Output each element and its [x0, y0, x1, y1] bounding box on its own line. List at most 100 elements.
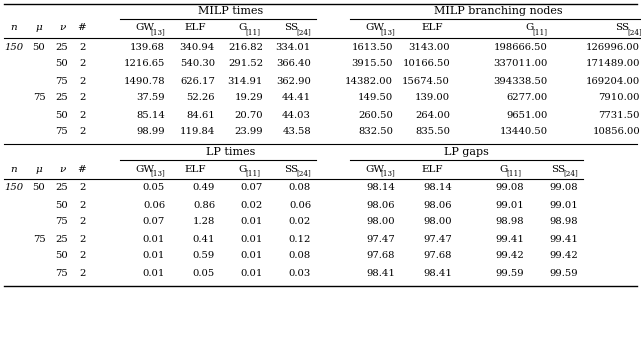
- Text: 835.50: 835.50: [415, 128, 450, 137]
- Text: [24]: [24]: [297, 169, 312, 177]
- Text: GW: GW: [365, 23, 385, 32]
- Text: n: n: [11, 164, 17, 173]
- Text: 98.99: 98.99: [137, 128, 165, 137]
- Text: 98.41: 98.41: [423, 269, 452, 278]
- Text: GW: GW: [365, 164, 385, 173]
- Text: 25: 25: [56, 94, 69, 103]
- Text: 337011.00: 337011.00: [494, 60, 548, 68]
- Text: 0.05: 0.05: [143, 183, 165, 193]
- Text: 0.01: 0.01: [143, 269, 165, 278]
- Text: 0.07: 0.07: [241, 183, 263, 193]
- Text: ν: ν: [59, 23, 65, 32]
- Text: 2: 2: [79, 235, 85, 244]
- Text: 37.59: 37.59: [137, 94, 165, 103]
- Text: ELF: ELF: [184, 164, 206, 173]
- Text: [24]: [24]: [563, 169, 578, 177]
- Text: 19.29: 19.29: [234, 94, 263, 103]
- Text: 23.99: 23.99: [235, 128, 263, 137]
- Text: 2: 2: [79, 110, 85, 119]
- Text: 216.82: 216.82: [228, 43, 263, 52]
- Text: SS: SS: [284, 23, 298, 32]
- Text: [11]: [11]: [507, 169, 522, 177]
- Text: 2: 2: [79, 251, 85, 260]
- Text: G: G: [500, 164, 508, 173]
- Text: 626.17: 626.17: [180, 76, 215, 86]
- Text: 98.98: 98.98: [495, 217, 524, 226]
- Text: 169204.00: 169204.00: [586, 76, 640, 86]
- Text: 2: 2: [79, 60, 85, 68]
- Text: #: #: [78, 164, 87, 173]
- Text: ν: ν: [59, 164, 65, 173]
- Text: 99.59: 99.59: [495, 269, 524, 278]
- Text: 1216.65: 1216.65: [124, 60, 165, 68]
- Text: 394338.50: 394338.50: [494, 76, 548, 86]
- Text: 99.42: 99.42: [495, 251, 524, 260]
- Text: 98.14: 98.14: [423, 183, 452, 193]
- Text: 75: 75: [56, 76, 69, 86]
- Text: 198666.50: 198666.50: [494, 43, 548, 52]
- Text: 98.14: 98.14: [366, 183, 395, 193]
- Text: 1613.50: 1613.50: [351, 43, 393, 52]
- Text: 99.01: 99.01: [495, 201, 524, 209]
- Text: 260.50: 260.50: [358, 110, 393, 119]
- Text: ELF: ELF: [421, 164, 443, 173]
- Text: [11]: [11]: [533, 28, 548, 36]
- Text: 75: 75: [56, 269, 69, 278]
- Text: 99.41: 99.41: [495, 235, 524, 244]
- Text: 0.41: 0.41: [192, 235, 215, 244]
- Text: 99.01: 99.01: [549, 201, 578, 209]
- Text: 10856.00: 10856.00: [592, 128, 640, 137]
- Text: 13440.50: 13440.50: [500, 128, 548, 137]
- Text: 1.28: 1.28: [193, 217, 215, 226]
- Text: 84.61: 84.61: [187, 110, 215, 119]
- Text: 0.01: 0.01: [240, 217, 263, 226]
- Text: [13]: [13]: [381, 28, 395, 36]
- Text: 2: 2: [79, 183, 85, 193]
- Text: SS: SS: [284, 164, 298, 173]
- Text: 264.00: 264.00: [415, 110, 450, 119]
- Text: 99.08: 99.08: [495, 183, 524, 193]
- Text: GW: GW: [135, 23, 154, 32]
- Text: 171489.00: 171489.00: [585, 60, 640, 68]
- Text: LP times: LP times: [206, 147, 255, 157]
- Text: 291.52: 291.52: [228, 60, 263, 68]
- Text: 25: 25: [56, 183, 69, 193]
- Text: 2: 2: [79, 43, 85, 52]
- Text: n: n: [11, 23, 17, 32]
- Text: 334.01: 334.01: [276, 43, 311, 52]
- Text: 50: 50: [56, 60, 69, 68]
- Text: [24]: [24]: [297, 28, 312, 36]
- Text: 75: 75: [56, 128, 69, 137]
- Text: 25: 25: [56, 235, 69, 244]
- Text: 9651.00: 9651.00: [506, 110, 548, 119]
- Text: 99.59: 99.59: [549, 269, 578, 278]
- Text: 150: 150: [4, 183, 24, 193]
- Text: 99.41: 99.41: [549, 235, 578, 244]
- Text: 98.06: 98.06: [424, 201, 452, 209]
- Text: 0.02: 0.02: [241, 201, 263, 209]
- Text: 7910.00: 7910.00: [599, 94, 640, 103]
- Text: 2: 2: [79, 76, 85, 86]
- Text: 97.68: 97.68: [367, 251, 395, 260]
- Text: 0.03: 0.03: [288, 269, 311, 278]
- Text: 97.68: 97.68: [424, 251, 452, 260]
- Text: 7731.50: 7731.50: [599, 110, 640, 119]
- Text: LP gaps: LP gaps: [444, 147, 489, 157]
- Text: 25: 25: [56, 43, 69, 52]
- Text: 50: 50: [33, 183, 46, 193]
- Text: 44.41: 44.41: [282, 94, 311, 103]
- Text: 98.98: 98.98: [549, 217, 578, 226]
- Text: 0.12: 0.12: [288, 235, 311, 244]
- Text: 2: 2: [79, 201, 85, 209]
- Text: 20.70: 20.70: [235, 110, 263, 119]
- Text: 0.01: 0.01: [143, 235, 165, 244]
- Text: 10166.50: 10166.50: [403, 60, 450, 68]
- Text: SS: SS: [615, 23, 629, 32]
- Text: 85.14: 85.14: [136, 110, 165, 119]
- Text: 97.47: 97.47: [423, 235, 452, 244]
- Text: G: G: [239, 164, 247, 173]
- Text: μ: μ: [36, 23, 42, 32]
- Text: 0.01: 0.01: [240, 235, 263, 244]
- Text: 98.00: 98.00: [423, 217, 452, 226]
- Text: 50: 50: [56, 110, 69, 119]
